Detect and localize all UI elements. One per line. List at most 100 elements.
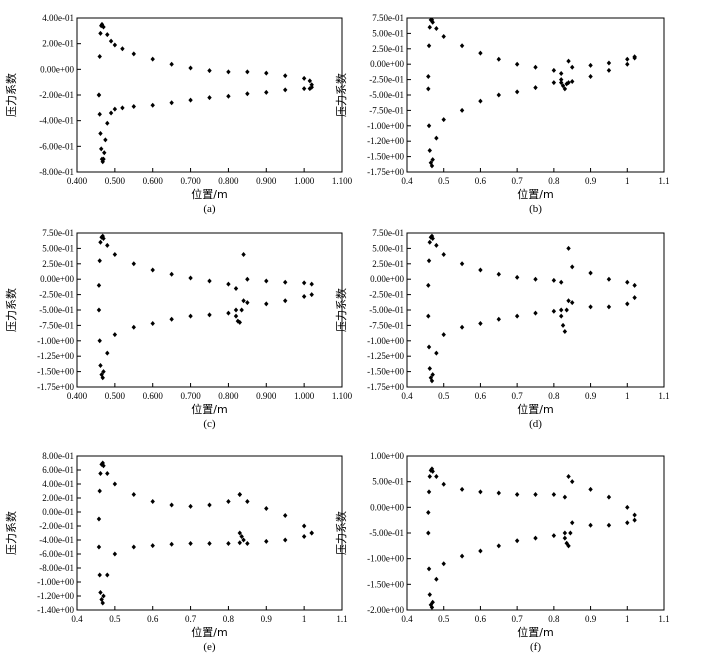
data-point	[566, 80, 571, 86]
y-tick-label: 2.50e-01	[372, 259, 404, 269]
data-point	[264, 301, 269, 307]
x-tick-label: 0.600	[143, 176, 164, 186]
data-point	[207, 502, 212, 508]
x-tick-label: 0.400	[67, 176, 88, 186]
series-1	[96, 460, 242, 522]
data-point	[426, 313, 431, 319]
data-point	[559, 279, 564, 285]
y-tick-label: -2.50e-01	[369, 290, 404, 300]
data-point	[426, 489, 432, 495]
data-point	[551, 533, 557, 539]
data-point	[233, 307, 239, 313]
y-axis-label: 压力系数	[335, 73, 348, 117]
data-point	[434, 135, 439, 141]
x-tick-label: 0.900	[256, 176, 277, 186]
data-point	[625, 520, 630, 526]
data-point	[105, 32, 110, 38]
x-tick-label: 0.8	[223, 614, 235, 624]
data-point	[283, 73, 288, 79]
data-point	[606, 494, 612, 500]
data-point	[131, 324, 136, 330]
series-1	[426, 17, 564, 80]
chart-caption: (e)	[203, 641, 216, 653]
data-point	[98, 30, 103, 36]
x-tick-label: 1	[302, 614, 307, 624]
data-point	[606, 276, 612, 282]
y-tick-label: 6.00e-01	[42, 465, 74, 475]
data-point	[430, 157, 435, 163]
y-tick-label: -1.20e+00	[367, 136, 404, 146]
data-point	[150, 56, 155, 62]
y-tick-label: -2.50e-01	[369, 75, 404, 85]
data-point	[430, 236, 435, 242]
data-point	[588, 270, 593, 276]
data-point	[606, 522, 612, 528]
x-tick-label: 0.8	[548, 391, 560, 401]
y-tick-label: -1.00e+00	[367, 554, 404, 564]
data-point	[301, 293, 307, 299]
data-point	[264, 70, 269, 76]
data-point	[478, 548, 483, 554]
data-point	[309, 84, 314, 90]
y-axis-label: 压力系数	[5, 511, 18, 555]
data-point	[559, 307, 564, 313]
data-point	[237, 530, 242, 536]
data-point	[169, 271, 174, 277]
data-point	[625, 504, 630, 510]
data-point	[264, 506, 269, 511]
data-point	[169, 61, 174, 67]
data-point	[98, 362, 103, 368]
data-point	[150, 543, 155, 549]
data-point	[562, 329, 568, 335]
data-point	[207, 68, 212, 74]
data-point	[459, 261, 465, 267]
data-point	[566, 298, 571, 304]
data-point	[533, 492, 538, 497]
data-point	[96, 516, 102, 522]
chart-5: 0.4 0.5 0.6 0.7 0.8 0.9 1 1.1 -1.40e+00 -1.20e+00…	[5, 451, 348, 653]
data-point	[99, 372, 104, 378]
data-point	[237, 319, 242, 325]
data-point	[226, 281, 231, 287]
y-tick-label: -1.50e+00	[367, 367, 404, 377]
data-point	[245, 499, 250, 504]
x-tick-label: 0.8	[548, 614, 560, 624]
x-tick-label: 1.1	[336, 614, 347, 624]
y-axis-label: 压力系数	[5, 73, 18, 117]
data-point	[233, 285, 239, 291]
x-tick-label: 1.000	[294, 176, 315, 186]
data-point	[429, 163, 435, 169]
y-tick-label: -1.20e+00	[37, 591, 74, 601]
data-point	[239, 534, 244, 539]
data-point	[150, 267, 155, 273]
y-tick-label: 7.50e-01	[372, 13, 404, 23]
y-tick-label: 4.00e-01	[42, 13, 74, 23]
x-tick-label: 0.7	[512, 614, 524, 624]
x-tick-label: 0.6	[475, 391, 487, 401]
data-point	[169, 502, 174, 508]
data-point	[102, 150, 107, 156]
data-point	[301, 534, 307, 539]
data-point	[150, 321, 155, 327]
data-point	[559, 77, 564, 83]
data-point	[101, 369, 106, 375]
y-tick-label: -1.75e+00	[367, 167, 404, 177]
data-point	[441, 561, 446, 567]
y-tick-label: 1.00e+00	[370, 451, 404, 461]
data-point	[564, 307, 569, 313]
y-tick-label: -1.25e+00	[37, 351, 74, 361]
data-point	[97, 338, 102, 344]
data-point	[588, 74, 593, 80]
x-tick-label: 1.000	[294, 391, 315, 401]
data-point	[309, 281, 314, 287]
data-point	[570, 64, 575, 70]
data-point	[96, 92, 102, 98]
data-point	[112, 551, 118, 557]
data-point	[131, 492, 136, 497]
y-tick-label: 2.00e-01	[42, 39, 74, 49]
data-point	[551, 277, 557, 283]
data-point	[459, 107, 465, 113]
x-tick-label: 0.7	[512, 176, 524, 186]
data-point	[226, 541, 231, 546]
data-point	[551, 67, 557, 73]
